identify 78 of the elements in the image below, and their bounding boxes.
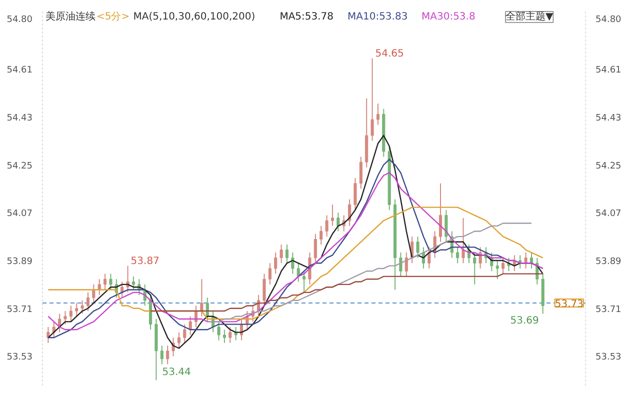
candlestick <box>75 302 78 317</box>
candlestick <box>188 316 192 336</box>
candlestick <box>478 246 482 269</box>
candlestick <box>336 212 340 232</box>
candlestick <box>80 300 84 314</box>
candlestick <box>222 329 226 344</box>
chart-title: 美原油连续 <box>46 10 96 22</box>
candlestick <box>330 204 334 226</box>
y-tick-label: 53.71 <box>6 304 32 315</box>
candlestick <box>473 252 476 285</box>
candlestick <box>285 244 289 264</box>
candlestick <box>462 217 465 264</box>
candlestick <box>86 292 90 312</box>
y2-tick-label: 54.25 <box>596 161 622 172</box>
candlestick <box>404 252 408 277</box>
candlestick <box>280 244 283 264</box>
candlestick <box>262 273 266 306</box>
y-tick-label: 54.25 <box>6 161 32 172</box>
candlestick <box>268 262 272 285</box>
candlestick <box>291 252 294 274</box>
candlestick <box>166 345 170 365</box>
candlestick <box>177 332 180 349</box>
candlestick <box>320 225 323 246</box>
text: MA5:53.78 <box>280 12 334 22</box>
candlestick <box>456 246 460 264</box>
y-tick-label: 53.53 <box>6 352 32 363</box>
candlestick <box>370 58 374 142</box>
y-tick-label: 54.07 <box>6 209 32 220</box>
annotation: MA(5,10,30,60,100,200) <box>133 12 256 22</box>
candlestick <box>524 252 528 269</box>
y-tick-label: 53.89 <box>6 257 33 267</box>
candlestick <box>416 236 420 258</box>
annotation: 53.69 <box>510 316 539 327</box>
candlestick <box>200 278 204 317</box>
annotation: 53.87 <box>130 256 160 267</box>
candlestick <box>274 252 278 274</box>
candlestick <box>183 324 186 344</box>
candlestick <box>109 273 112 290</box>
candlestick <box>399 252 402 277</box>
candlestick <box>217 321 220 341</box>
chart-subtitle: <5分> <box>96 10 130 22</box>
candlestick <box>234 326 238 341</box>
annotation: 54.65 <box>375 48 404 60</box>
candlestick <box>354 178 357 210</box>
candlestick <box>64 310 67 325</box>
candlestick <box>438 182 442 242</box>
candlestick <box>302 270 306 293</box>
candlestick <box>132 276 136 290</box>
candlestick <box>314 233 317 264</box>
candlestick <box>444 209 448 242</box>
candlestick <box>92 284 96 304</box>
text: MA30:53.8 <box>422 12 476 22</box>
candlestick <box>502 257 505 274</box>
candlestick <box>104 273 107 290</box>
text: MA10:53.83 <box>348 12 408 22</box>
candlestick <box>126 265 130 293</box>
annotation: 全部主题▼ <box>506 10 554 22</box>
y2-tick-label: 54.61 <box>596 66 622 76</box>
candlestick <box>228 326 232 344</box>
y2-tick-label: 53.71 <box>596 304 622 315</box>
candlestick <box>160 345 164 365</box>
candlestick <box>46 326 50 344</box>
candlestick <box>428 246 431 269</box>
y2-tick-label: 54.43 <box>596 113 622 124</box>
y-tick-label: 54.43 <box>6 113 32 124</box>
candlestick <box>325 214 328 238</box>
candlestick <box>69 305 72 322</box>
y2-tick-label: 54.07 <box>596 209 622 220</box>
candlestick <box>496 260 499 280</box>
candlestick <box>359 156 362 190</box>
y2-tick-label: 53.89 <box>596 257 622 267</box>
y-tick-label: 54.61 <box>6 66 32 76</box>
y2-tick-label: 54.80 <box>596 14 622 25</box>
y2-tick-label: 53.53 <box>596 352 622 363</box>
candlestick <box>376 103 380 126</box>
candlestick <box>149 294 152 330</box>
annotation: 53.44 <box>162 367 191 378</box>
y-tick-label: 54.80 <box>6 14 33 25</box>
